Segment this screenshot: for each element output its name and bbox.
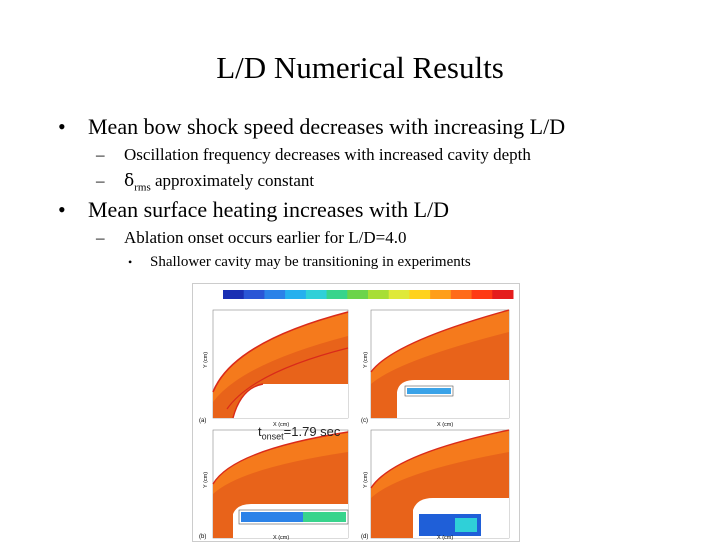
- x-axis-label-d: X (cm): [437, 535, 453, 541]
- bullet-marker: •: [58, 197, 66, 222]
- slide-title: L/D Numerical Results: [216, 50, 504, 85]
- onset-prefix: t: [258, 424, 262, 439]
- colorbar-segment: [347, 290, 369, 299]
- y-axis-label-c: Y (cm): [363, 352, 369, 368]
- colorbar-segment: [305, 290, 328, 299]
- x-axis-label-c: X (cm): [437, 422, 453, 428]
- colorbar-segment: [326, 290, 348, 299]
- panel-c: [370, 309, 510, 419]
- subitem-ablation-onset: – Ablation onset occurs earlier for L/D=4…: [96, 228, 406, 248]
- onset-value: =1.79 sec: [283, 424, 341, 439]
- subsubitem-text: Shallower cavity may be transitioning in…: [150, 254, 471, 270]
- panel-label-c: (c): [361, 418, 368, 424]
- subitem-delta-rms: – δrms approximately constant: [96, 171, 314, 193]
- panel-d: [370, 429, 510, 539]
- colorbar-segment: [471, 290, 493, 299]
- panel-label-a: (a): [199, 418, 206, 424]
- colorbar: [223, 290, 514, 299]
- colorbar-segment: [285, 290, 307, 299]
- panel-label-d: (d): [361, 534, 368, 540]
- flow-field-figure: (a) (b) (c) (d) X (cm) X (cm) X (cm) X (…: [192, 283, 520, 542]
- colorbar-segment: [409, 290, 431, 299]
- y-axis-label-b: Y (cm): [203, 472, 209, 488]
- colorbar-segment: [264, 290, 286, 299]
- subitem-text: approximately constant: [150, 171, 315, 190]
- bullet-surface-heating: • Mean surface heating increases with L/D: [58, 197, 449, 223]
- bullet-marker: •: [128, 255, 133, 269]
- panel-a: [212, 309, 349, 419]
- onset-subscript: onset: [261, 431, 284, 442]
- dash-marker: –: [96, 171, 105, 190]
- subsubitem-shallower-cavity: • Shallower cavity may be transitioning i…: [128, 254, 471, 271]
- colorbar-segment: [223, 290, 245, 299]
- y-axis-label-a: Y (cm): [203, 352, 209, 368]
- y-axis-label-d: Y (cm): [363, 472, 369, 488]
- bullet-marker: •: [58, 114, 66, 139]
- colorbar-segment: [430, 290, 452, 299]
- colorbar-segment: [243, 290, 265, 299]
- flow-field-svg: (a) (b) (c) (d) X (cm) X (cm) X (cm) X (…: [199, 290, 514, 541]
- colorbar-segment: [368, 290, 390, 299]
- onset-annotation: tonset=1.79 sec: [258, 424, 340, 442]
- delta-symbol: δ: [124, 171, 135, 191]
- panel-b: [212, 429, 349, 539]
- panel-label-b: (b): [199, 534, 206, 540]
- bullet-text: Mean bow shock speed decreases with incr…: [88, 114, 566, 139]
- x-axis-label-a: X (cm): [273, 422, 289, 428]
- subitem-text: Oscillation frequency decreases with inc…: [124, 145, 531, 164]
- subitem-oscillation: – Oscillation frequency decreases with in…: [96, 145, 531, 165]
- rms-subscript: rms: [134, 181, 151, 194]
- colorbar-segment: [450, 290, 473, 299]
- bullet-shock-speed: • Mean bow shock speed decreases with inc…: [58, 114, 565, 140]
- x-axis-label-b: X (cm): [273, 535, 289, 541]
- subitem-text: Ablation onset occurs earlier for L/D=4.…: [124, 228, 407, 247]
- colorbar-segment: [388, 290, 410, 299]
- colorbar-segment: [492, 290, 514, 299]
- bullet-text: Mean surface heating increases with L/D: [88, 197, 450, 222]
- dash-marker: –: [96, 145, 105, 164]
- dash-marker: –: [96, 228, 105, 247]
